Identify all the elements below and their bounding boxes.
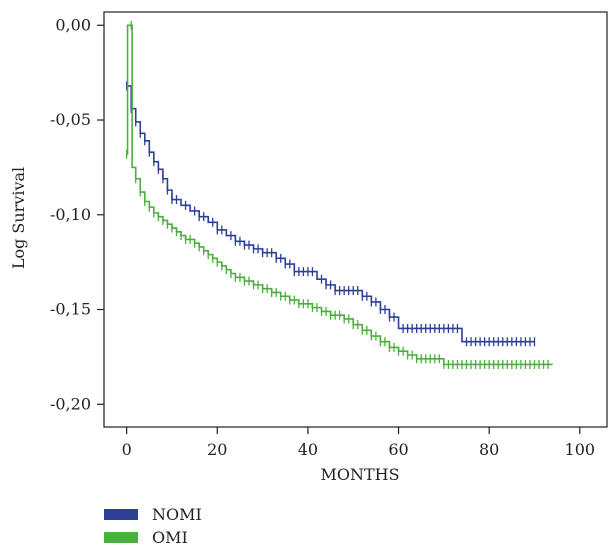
y-tick-label: -0,05 [50, 110, 91, 129]
x-tick-label: 0 [122, 440, 132, 459]
legend: NOMI OMI [104, 503, 202, 549]
x-tick-label: 60 [388, 440, 408, 459]
x-axis-title: MONTHS [320, 465, 399, 484]
y-tick-label: 0,00 [55, 15, 91, 34]
legend-label-omi: OMI [152, 528, 188, 547]
plot-frame [103, 11, 608, 428]
y-tick-label: -0,20 [50, 394, 91, 413]
series-line-omi [126, 24, 553, 366]
x-tick-label: 40 [298, 440, 318, 459]
x-axis: 0 20 40 60 80 100 [122, 427, 596, 459]
legend-item-nomi: NOMI [104, 503, 202, 526]
y-axis: 0,00 -0,05 -0,10 -0,15 -0,20 [50, 15, 104, 413]
legend-swatch-omi [104, 532, 138, 543]
legend-label-nomi: NOMI [152, 505, 202, 524]
survival-chart: 0 20 40 60 80 100 0,00 -0,05 -0,10 -0,15 -0,20 MO… [9, 11, 608, 484]
legend-swatch-nomi [104, 509, 138, 520]
y-axis-title: Log Survival [9, 167, 28, 269]
x-tick-label: 20 [207, 440, 227, 459]
series-layer [126, 20, 553, 369]
y-tick-label: -0,10 [50, 205, 91, 224]
series-line-nomi [126, 85, 535, 343]
x-tick-label: 100 [565, 440, 596, 459]
x-tick-label: 80 [479, 440, 499, 459]
y-tick-label: -0,15 [50, 300, 91, 319]
legend-item-omi: OMI [104, 526, 202, 549]
